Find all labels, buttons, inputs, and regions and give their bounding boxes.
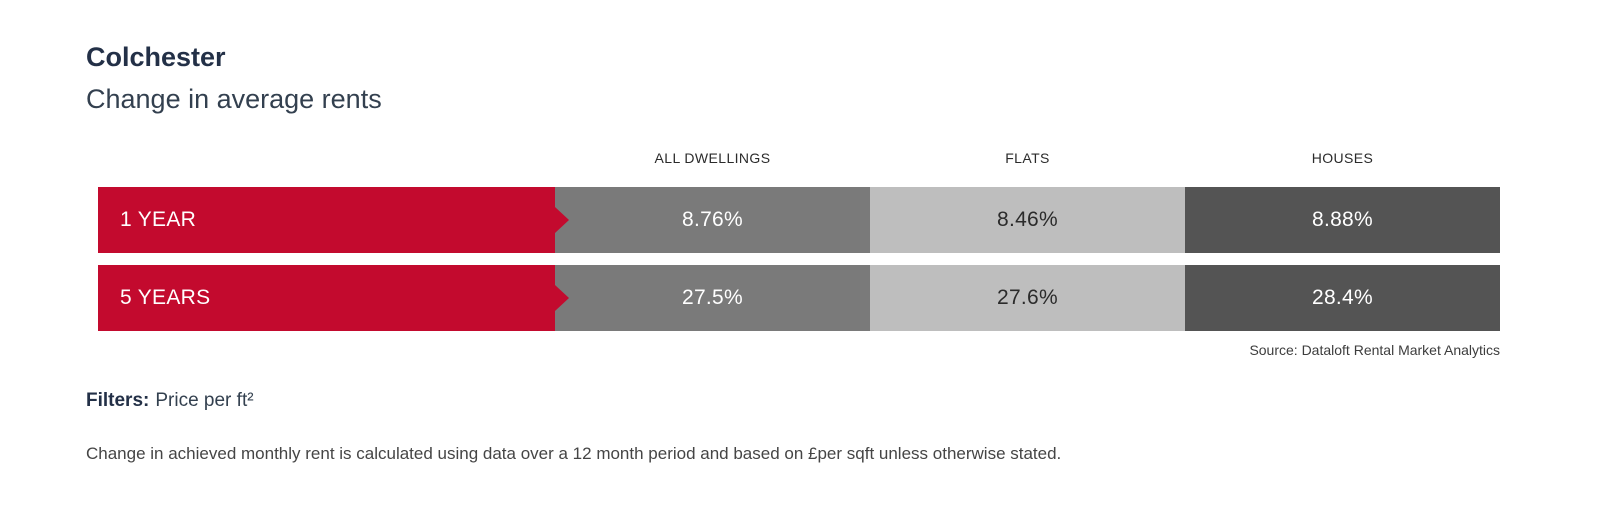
filters-line: Filters: Price per ft² (86, 390, 254, 412)
filters-value: Price per ft² (155, 390, 254, 411)
value-cell-houses: 8.88% (1185, 187, 1500, 253)
table-row: 1 YEAR 8.76% 8.46% 8.88% (98, 187, 1500, 253)
filters-label: Filters: (86, 390, 150, 411)
row-label: 1 YEAR (120, 208, 197, 231)
arrow-right-icon (555, 285, 569, 311)
footnote-text: Change in achieved monthly rent is calcu… (86, 444, 1062, 463)
table-row: 5 YEARS 27.5% 27.6% 28.4% (98, 265, 1500, 331)
rent-change-table: 1 YEAR 8.76% 8.46% 8.88% 5 YEARS 27.5% 2… (98, 187, 1500, 343)
value-cell-flats: 27.6% (870, 265, 1185, 331)
page-subtitle: Change in average rents (86, 84, 382, 114)
column-header-row: ALL DWELLINGS FLATS HOUSES (98, 150, 1500, 166)
column-header-houses: HOUSES (1311, 150, 1374, 166)
column-header-spacer (98, 150, 555, 166)
column-header-all-dwellings: ALL DWELLINGS (654, 150, 771, 166)
column-header-flats: FLATS (1005, 150, 1050, 166)
row-label-cell-1-year: 1 YEAR (98, 187, 569, 253)
source-attribution: Source: Dataloft Rental Market Analytics (1249, 342, 1500, 358)
value-cell-all-dwellings: 8.76% (555, 187, 870, 253)
value-cell-flats: 8.46% (870, 187, 1185, 253)
row-label-cell-5-years: 5 YEARS (98, 265, 569, 331)
value-cell-houses: 28.4% (1185, 265, 1500, 331)
arrow-right-icon (555, 207, 569, 233)
value-cell-all-dwellings: 27.5% (555, 265, 870, 331)
page-title: Colchester (86, 42, 226, 72)
row-label: 5 YEARS (120, 286, 211, 309)
